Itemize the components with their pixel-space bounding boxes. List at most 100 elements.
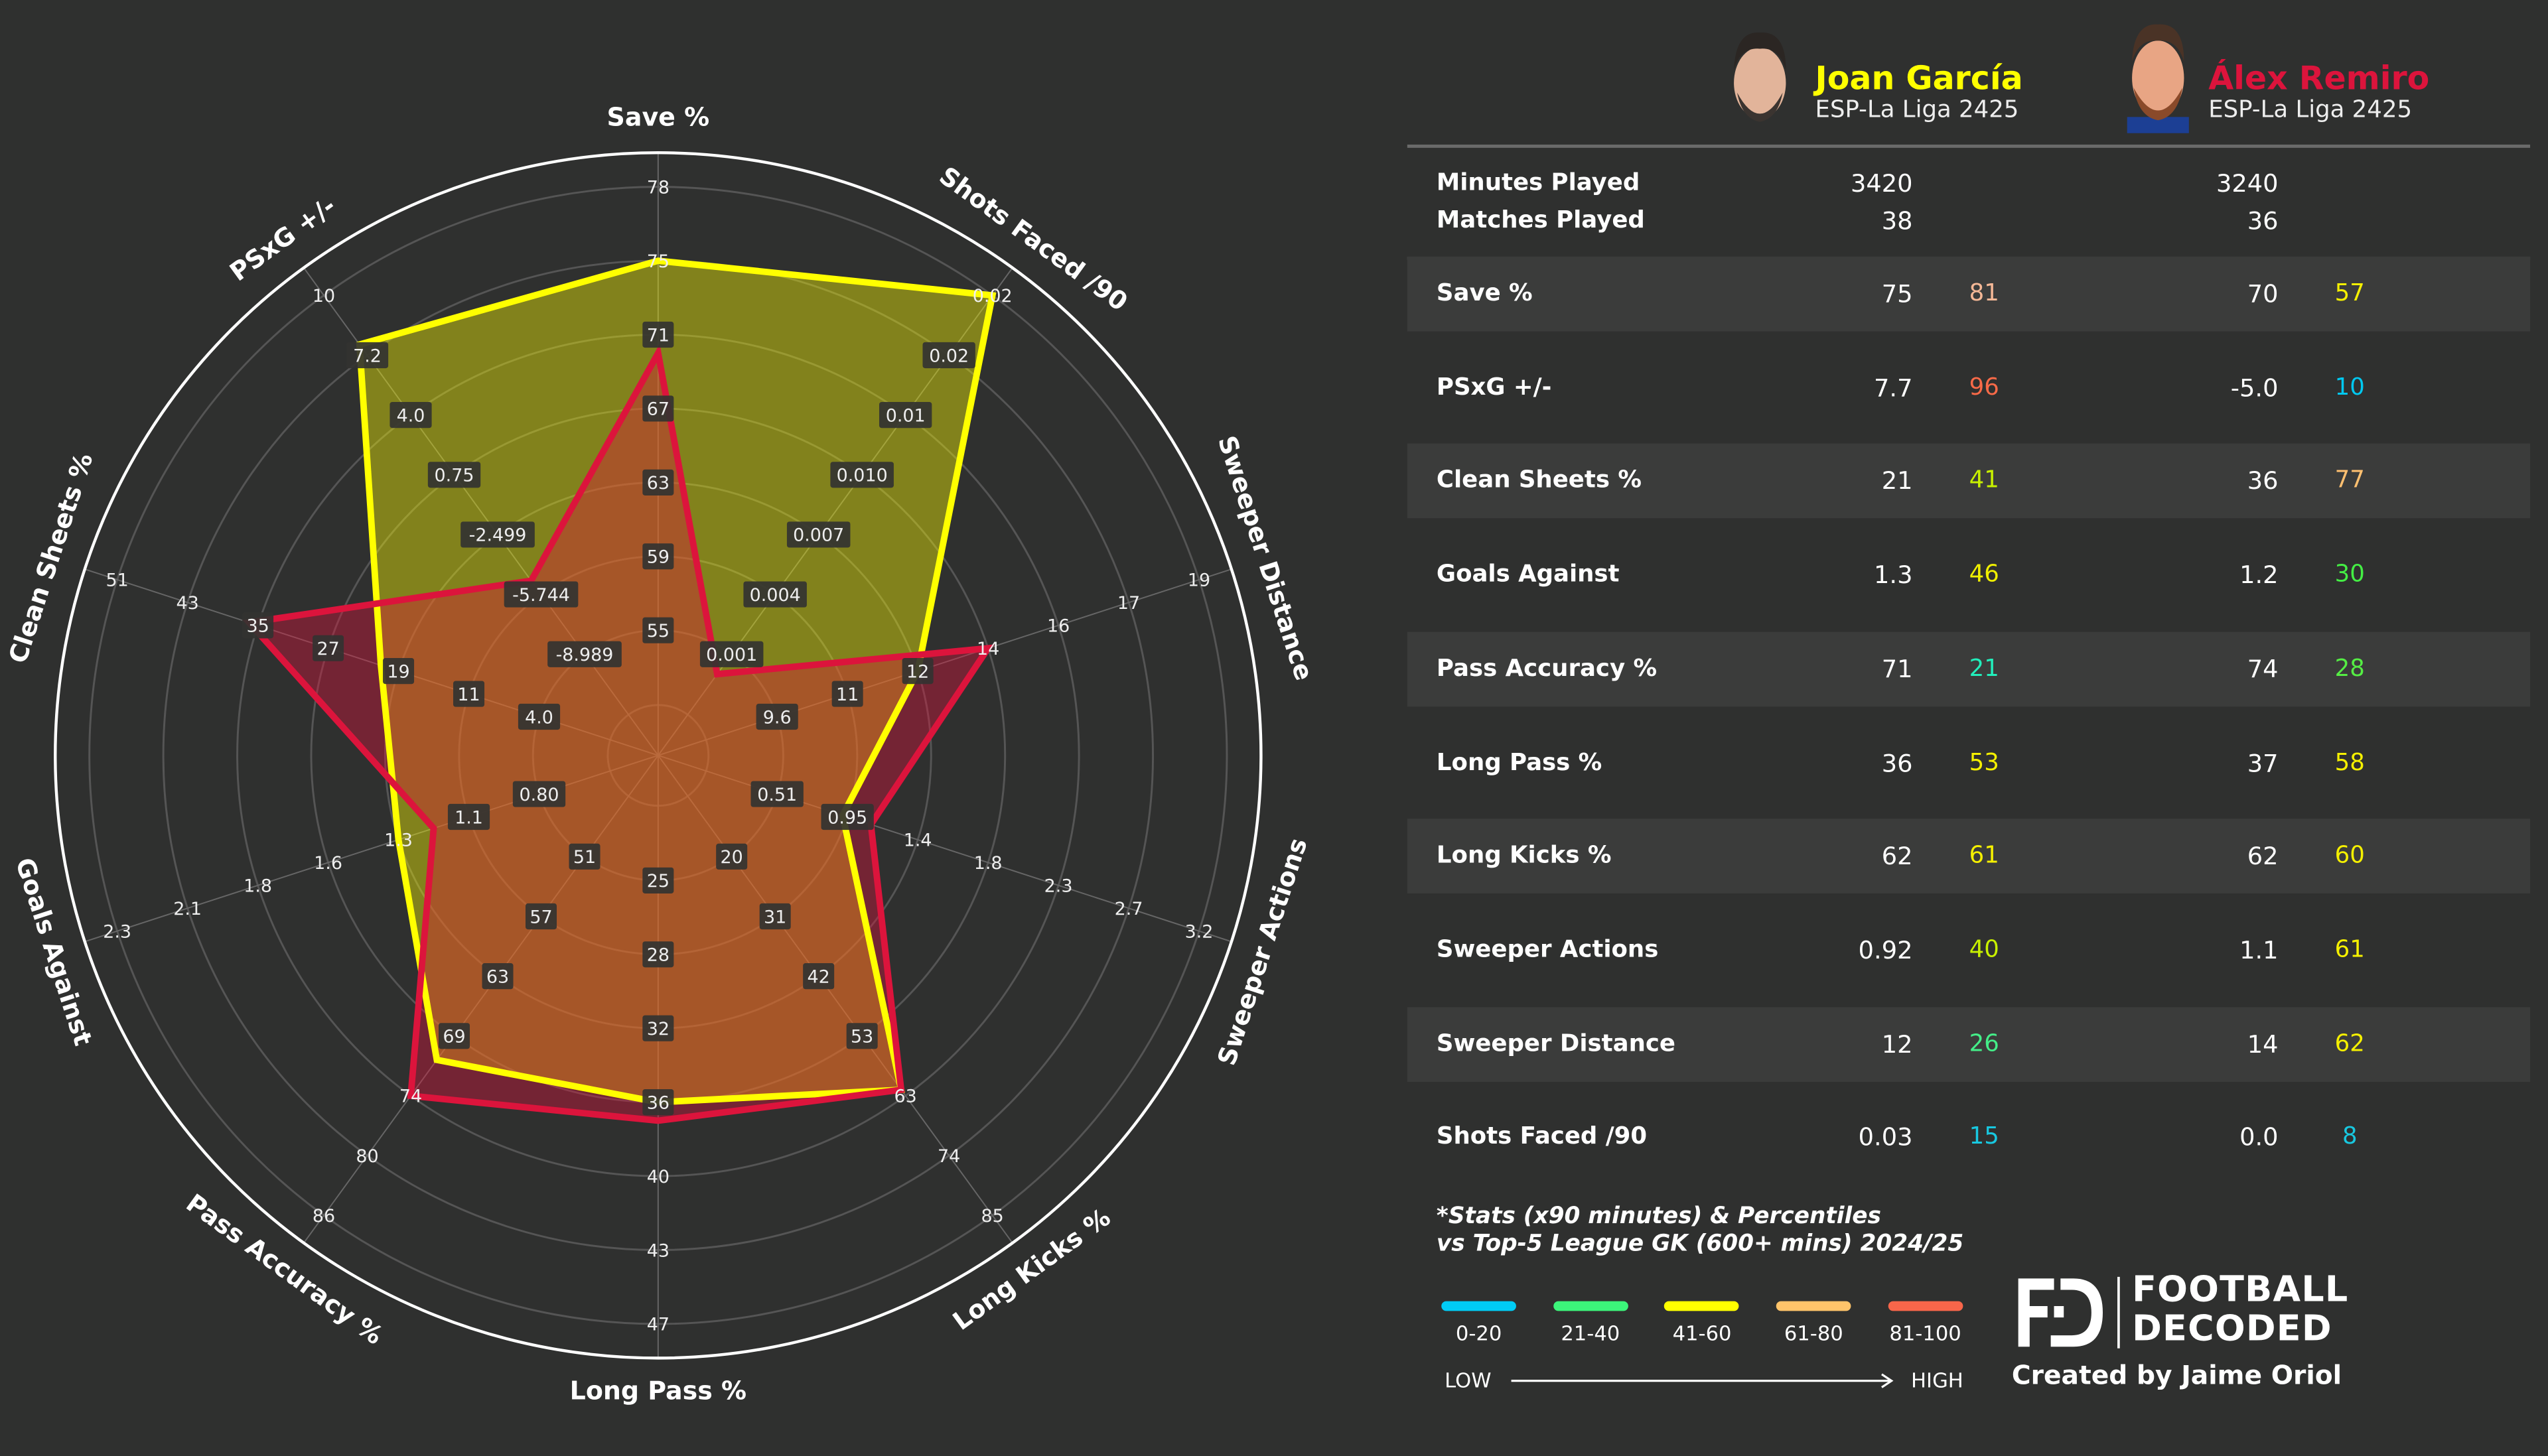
percentile-p1: 81 xyxy=(1969,281,1999,307)
axis-label: Clean Sheets % xyxy=(3,450,99,667)
axis-spoke xyxy=(658,568,1232,756)
axis-spoke xyxy=(84,568,659,756)
tick-label: 10 xyxy=(313,286,335,306)
tick-label: 1.3 xyxy=(384,830,413,851)
tick-label-text: 43 xyxy=(176,593,198,614)
tick-label-text: 53 xyxy=(851,1027,873,1047)
percentile-p1: 26 xyxy=(1969,1031,1999,1057)
tick-label-text: 0.010 xyxy=(837,466,888,486)
legend-swatch xyxy=(1664,1301,1740,1311)
tick-label-box xyxy=(750,781,804,807)
stat-label: Long Kicks % xyxy=(1436,843,1612,870)
tick-label: 69 xyxy=(439,1023,470,1049)
minutes-played-p2: 3240 xyxy=(2216,168,2279,198)
tick-label-box xyxy=(427,462,481,488)
tick-label: 36 xyxy=(642,1089,674,1116)
tick-label: 40 xyxy=(647,1167,670,1187)
tick-label: 63 xyxy=(482,963,514,990)
percentile-p2: 58 xyxy=(2334,750,2365,776)
tick-label: 11 xyxy=(831,681,863,707)
tick-label: 59 xyxy=(642,543,674,570)
tick-label-text: 16 xyxy=(1047,616,1070,637)
tick-label: -5.744 xyxy=(504,581,579,608)
tick-label-text: 57 xyxy=(530,907,552,927)
row-band xyxy=(1407,256,2531,332)
tick-label-box xyxy=(803,963,835,990)
legend-low-label: LOW xyxy=(1445,1368,1492,1392)
legend-label: 0-20 xyxy=(1455,1321,1502,1345)
tick-label-text: 85 xyxy=(981,1206,1004,1226)
percentile-p2: 77 xyxy=(2334,468,2365,495)
tick-label: 51 xyxy=(106,570,129,591)
tick-label-box xyxy=(242,612,274,639)
tick-label: 4.0 xyxy=(518,703,561,730)
legend-label: 81-100 xyxy=(1889,1321,1961,1345)
stat-value-p1: 71 xyxy=(1881,654,1913,684)
tick-label-text: 1.8 xyxy=(244,876,272,897)
tick-label: 51 xyxy=(569,843,601,870)
tick-label-box xyxy=(759,903,791,930)
outer-ring xyxy=(54,151,1263,1360)
tick-label-box xyxy=(383,658,415,685)
tick-label-box xyxy=(831,681,863,707)
tick-label-box xyxy=(346,342,389,369)
tick-label-box xyxy=(699,641,764,667)
tick-label-text: 78 xyxy=(647,177,670,198)
tick-label-text: 36 xyxy=(647,1092,670,1113)
tick-label-box xyxy=(786,521,851,548)
tick-label: 2.3 xyxy=(103,921,131,942)
stat-label: Goals Against xyxy=(1436,562,1620,588)
stat-value-p2: 1.1 xyxy=(2239,935,2279,965)
tick-label-box xyxy=(821,803,874,830)
tick-label-box xyxy=(525,903,557,930)
tick-label-box xyxy=(642,617,674,643)
tick-label-box xyxy=(642,469,674,496)
tick-label: 53 xyxy=(846,1023,878,1049)
tick-label-box xyxy=(569,843,601,870)
tick-label-text: 0.01 xyxy=(886,405,926,426)
tick-label-text: 0.51 xyxy=(757,785,797,805)
tick-label-text: 19 xyxy=(1188,570,1210,591)
percentile-p2: 57 xyxy=(2334,281,2365,307)
stat-label: Clean Sheets % xyxy=(1436,468,1642,495)
tick-label-text: 86 xyxy=(313,1206,335,1226)
matches-played-p2: 36 xyxy=(2247,206,2279,236)
percentile-p2: 61 xyxy=(2334,937,2365,963)
tick-label-box xyxy=(439,1023,470,1049)
tick-label: 31 xyxy=(759,903,791,930)
tick-label-text: 0.75 xyxy=(435,466,474,486)
tick-label-box xyxy=(447,803,490,830)
player-league-2: ESP-La Liga 2425 xyxy=(2208,97,2413,124)
stat-label: Save % xyxy=(1436,281,1533,307)
low-to-high-arrow-icon xyxy=(1511,1373,1894,1388)
tick-label-box xyxy=(846,1023,878,1049)
tick-label-text: 71 xyxy=(647,325,670,346)
tick-label: 28 xyxy=(642,941,674,968)
minutes-played-p1: 3420 xyxy=(1850,168,1913,198)
stat-label: PSxG +/- xyxy=(1436,374,1552,401)
stat-value-p1: 0.03 xyxy=(1858,1122,1913,1153)
tick-label-text: 1.3 xyxy=(384,830,413,851)
tick-label-box xyxy=(902,658,934,685)
tick-label-box xyxy=(642,543,674,570)
tick-label: 1.1 xyxy=(447,803,490,830)
axis-label: Pass Accuracy % xyxy=(181,1188,389,1350)
tick-label-box xyxy=(547,641,622,667)
footnote-line-1: *Stats (x90 minutes) & Percentiles xyxy=(1436,1203,1881,1230)
tick-label-text: 3.2 xyxy=(1185,921,1214,942)
tick-label-text: 74 xyxy=(399,1087,422,1107)
tick-label-text: 14 xyxy=(977,639,999,659)
player-league-1: ESP-La Liga 2425 xyxy=(1815,97,2019,124)
percentile-p2: 62 xyxy=(2334,1031,2365,1057)
tick-label-box xyxy=(482,963,514,990)
row-band xyxy=(1407,819,2531,894)
tick-label-text: 63 xyxy=(486,966,509,987)
tick-label: 16 xyxy=(1047,616,1070,637)
tick-label: 63 xyxy=(642,469,674,496)
logo-text-football: FOOTBALL xyxy=(2132,1270,2349,1311)
player-photo-joan-garcia xyxy=(1723,25,1798,129)
tick-label: 47 xyxy=(647,1315,670,1335)
tick-label: 1.4 xyxy=(904,830,932,851)
row-band xyxy=(1407,444,2531,519)
